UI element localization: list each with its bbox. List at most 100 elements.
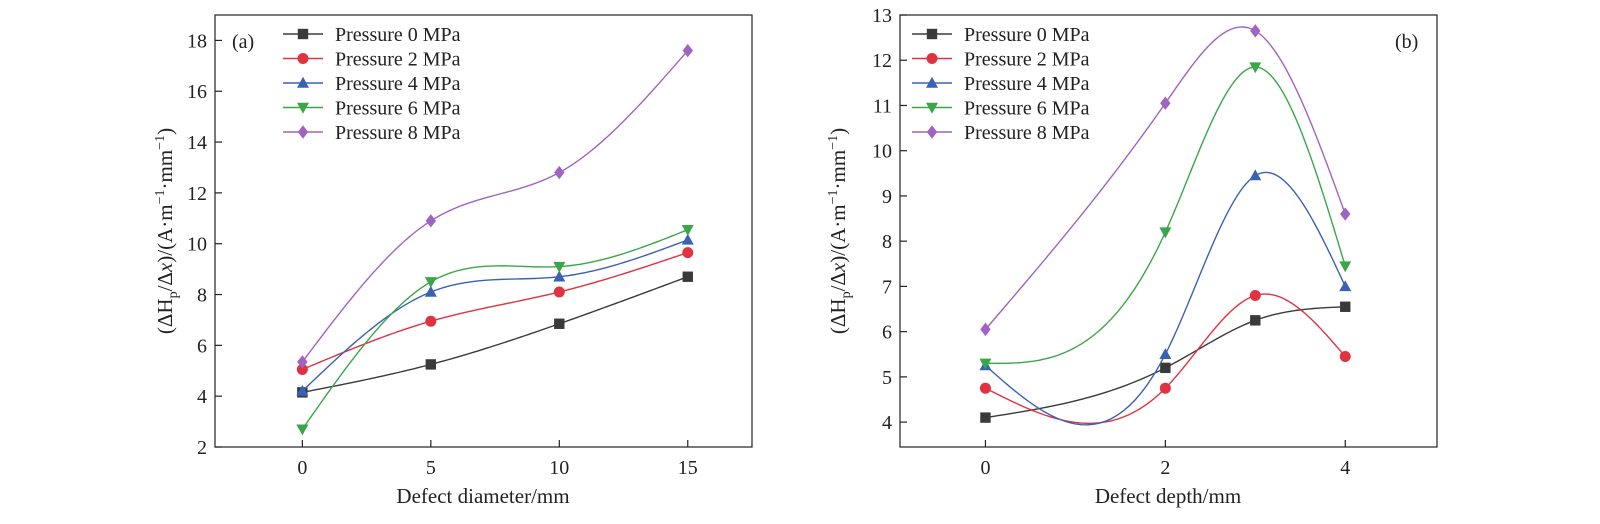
data-point <box>1249 169 1262 181</box>
data-point <box>980 412 991 423</box>
series-line <box>985 293 1346 425</box>
y-tick-label: 9 <box>882 186 892 208</box>
y-tick-label: 4 <box>882 412 892 434</box>
legend-entry: Pressure 8 MPa <box>912 122 1090 144</box>
data-point <box>553 270 566 282</box>
series-line <box>984 171 1346 426</box>
y-tick-label: 8 <box>882 231 892 253</box>
legend-label: Pressure 6 MPa <box>335 98 461 120</box>
data-point <box>296 384 309 396</box>
y-tick-label: 4 <box>197 386 207 408</box>
series-line <box>985 306 1346 419</box>
legend-label: Pressure 0 MPa <box>964 24 1090 46</box>
legend-label: Pressure 8 MPa <box>335 122 461 144</box>
plot-frame-a <box>214 14 753 448</box>
data-point <box>682 247 694 259</box>
legend-label: Pressure 2 MPa <box>335 49 461 71</box>
x-tick-label: 15 <box>678 457 698 479</box>
legend-marker <box>926 102 938 114</box>
y-tick-label: 12 <box>872 50 892 72</box>
legend-marker <box>297 28 309 40</box>
series-line <box>302 276 689 394</box>
legend-marker <box>926 76 938 88</box>
legend-label: Pressure 4 MPa <box>964 73 1090 95</box>
legend-entry: Pressure 0 MPa <box>912 24 1090 46</box>
x-tick-label: 0 <box>297 457 307 479</box>
series-5 <box>980 24 1351 337</box>
data-point <box>681 225 694 236</box>
data-point <box>296 424 309 436</box>
panel-label-b: (b) <box>1395 31 1418 53</box>
legend-entry: Pressure 0 MPa <box>283 24 461 46</box>
data-point <box>1250 24 1261 38</box>
y-tick-label: 6 <box>882 322 892 344</box>
legend-entry: Pressure 4 MPa <box>912 73 1090 95</box>
legend-entry: Pressure 2 MPa <box>283 49 461 71</box>
series-line <box>302 251 688 371</box>
y-tick-label: 18 <box>187 30 207 52</box>
series-line <box>984 26 1346 330</box>
series-line <box>301 239 689 392</box>
data-point <box>425 315 437 327</box>
y-tick-label: 2 <box>197 437 207 459</box>
axes-ticks-a: 0 5 10 15 2 4 6 8 10 12 14 16 18 <box>187 30 698 479</box>
series-line <box>301 50 689 363</box>
legend-marker <box>297 125 309 139</box>
data-point <box>1159 382 1171 394</box>
data-point <box>1249 62 1262 74</box>
legend-label: Pressure 6 MPa <box>964 98 1090 120</box>
series-1 <box>980 301 1351 423</box>
data-point <box>1249 289 1261 301</box>
series-3 <box>296 233 694 396</box>
data-point <box>681 233 694 245</box>
x-tick-label: 4 <box>1340 457 1350 479</box>
data-point <box>554 165 565 180</box>
series-2 <box>979 289 1351 425</box>
plot-frame-b <box>899 14 1438 448</box>
data-point <box>1250 315 1261 326</box>
data-point <box>1339 280 1352 292</box>
y-tick-label: 14 <box>187 132 207 154</box>
legend-marker <box>297 102 309 114</box>
legend-label: Pressure 2 MPa <box>964 49 1090 71</box>
data-point <box>1160 362 1171 374</box>
legend-marker <box>926 28 938 40</box>
series-4 <box>296 225 694 436</box>
y-tick-label: 11 <box>873 95 892 117</box>
series-line <box>985 66 1346 365</box>
series-5 <box>297 43 693 369</box>
legend-entry: Pressure 6 MPa <box>283 98 461 120</box>
series-1 <box>297 271 693 398</box>
data-point <box>682 271 693 282</box>
x-axis-label-b: Defect depth/mm <box>1095 484 1241 508</box>
y-tick-label: 10 <box>187 234 207 256</box>
data-point <box>1340 207 1351 221</box>
legend-marker <box>297 53 309 64</box>
x-tick-label: 2 <box>1160 457 1170 479</box>
data-point <box>1159 348 1172 359</box>
data-point <box>424 285 437 297</box>
data-point <box>1339 261 1352 273</box>
y-tick-label: 10 <box>872 141 892 163</box>
data-point <box>296 363 308 375</box>
legend-marker <box>926 53 938 64</box>
y-tick-label: 12 <box>187 183 207 205</box>
series-lines-a <box>296 43 694 436</box>
y-tick-label: 13 <box>872 5 892 27</box>
data-point <box>297 355 308 369</box>
data-point <box>425 359 437 370</box>
y-tick-label: 6 <box>197 335 207 357</box>
y-tick-label: 7 <box>882 276 892 298</box>
data-point <box>980 322 991 337</box>
y-axis-label-b: (ΔHp/Δx)/(A·m−1·mm−1) <box>826 128 854 334</box>
y-axis-label-a: (ΔHp/Δx)/(A·m−1·mm−1) <box>153 128 181 334</box>
x-axis-label-a: Defect diameter/mm <box>396 484 569 508</box>
data-point <box>553 261 566 273</box>
data-point <box>979 382 991 394</box>
legend-label: Pressure 4 MPa <box>335 73 461 95</box>
y-tick-label: 5 <box>882 367 892 389</box>
data-point <box>1340 301 1351 312</box>
legend-label: Pressure 8 MPa <box>964 122 1090 144</box>
